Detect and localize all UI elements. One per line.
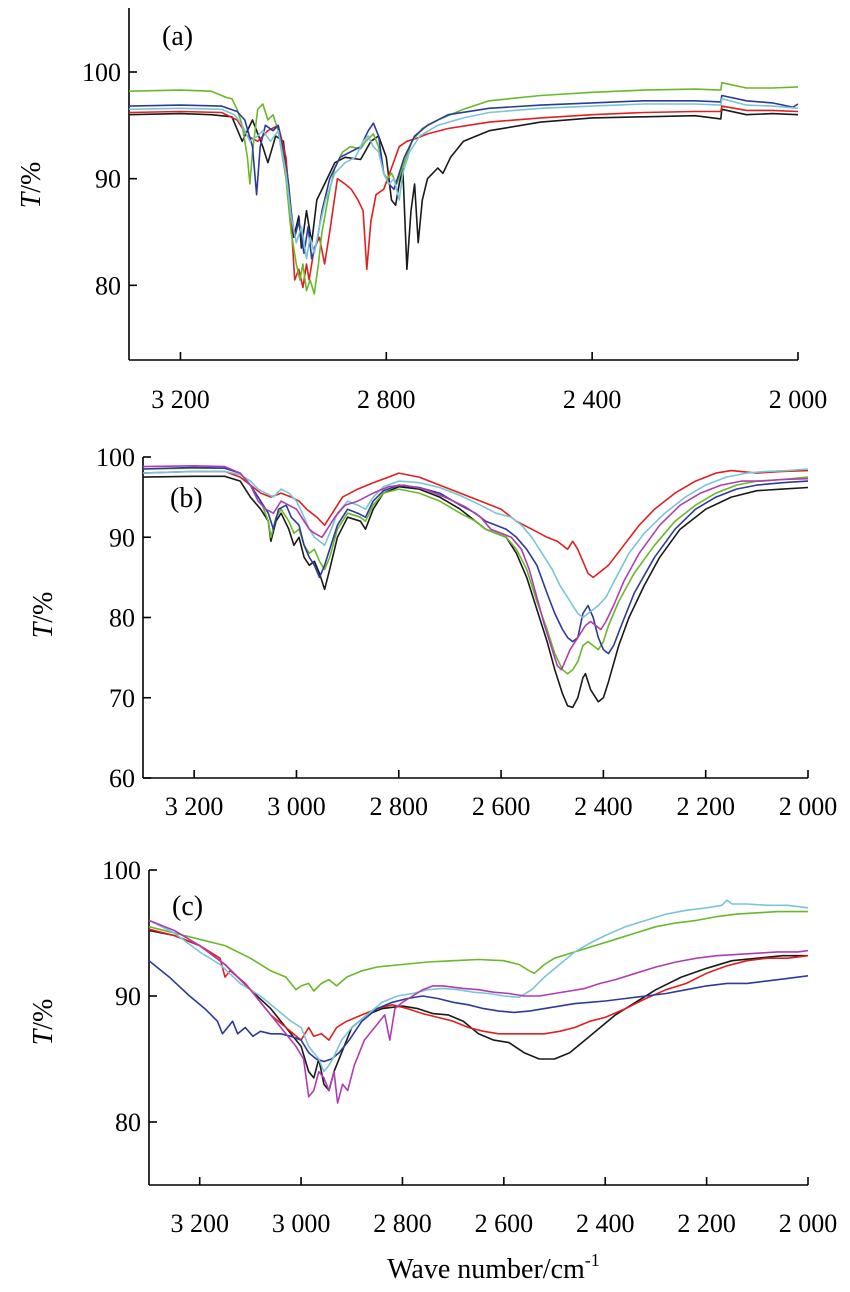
x-tick-label: 3 200 [165,792,224,821]
y-tick-label: 90 [109,523,135,552]
x-tick-label: 2 800 [357,385,416,414]
panel-2: 80 90 100 3 200 3 000 2 800 2 600 2 400 2 200 2 0… [28,856,837,1285]
x-tick-label: 2 400 [574,792,633,821]
series-line-1 [142,469,809,579]
y-tick-label: 100 [102,856,141,885]
series-line-2 [128,81,799,295]
y-axis-title: T/% [28,999,59,1046]
x-tick-label: 3 000 [267,792,326,821]
series-line-4 [128,97,799,260]
series-line-4 [148,899,809,1073]
x-tick-label: 2 600 [475,1209,534,1238]
y-tick-label: 90 [115,982,141,1011]
y-axis-title: T/% [28,592,59,639]
x-tick-label: 3 200 [151,385,210,414]
x-tick-label: 2 000 [769,385,828,414]
x-axis-title: Wave number/cm-1 [387,1250,600,1285]
series-line-5 [148,919,809,1104]
y-tick-label: 80 [115,1108,141,1137]
x-tick-label: 2 800 [370,792,429,821]
panel-0: 80 90 100 3 200 2 800 2 400 2 000 T/% (a) [16,8,827,414]
series-line-3 [142,466,809,655]
series-line-5 [142,465,809,671]
x-tick-label: 2 200 [676,792,735,821]
y-axis-title: T/% [16,162,47,209]
panel-label: (b) [170,483,203,514]
x-tick-label: 2 000 [779,792,838,821]
series-line-1 [128,105,799,289]
series-line-3 [148,960,809,1063]
panel-label: (c) [172,891,203,922]
y-tick-label: 80 [95,271,121,300]
y-tick-label: 100 [96,443,135,472]
series-line-2 [142,467,809,675]
series-line-3 [128,94,799,260]
x-tick-label: 2 800 [373,1209,432,1238]
y-tick-label: 60 [109,764,135,793]
series-line-2 [148,910,808,992]
series-line-0 [148,929,808,1092]
y-tick-label: 70 [109,684,135,713]
x-tick-label: 3 000 [272,1209,331,1238]
panel-1: 60 70 80 90 100 3 200 3 000 2 800 2 600 2 400 2 20… [28,443,837,821]
y-tick-label: 80 [109,604,135,633]
x-tick-label: 2 600 [472,792,531,821]
series-line-4 [142,468,809,619]
x-tick-label: 2 400 [576,1209,635,1238]
series-line-0 [128,108,799,271]
series-line-1 [148,928,809,1041]
x-tick-label: 3 200 [170,1209,229,1238]
series-line-0 [142,475,809,709]
x-tick-label: 2 000 [779,1209,838,1238]
x-tick-label: 2 400 [563,385,622,414]
y-tick-label: 90 [95,165,121,194]
y-tick-label: 100 [82,58,121,87]
panel-label: (a) [162,21,193,52]
x-tick-label: 2 200 [677,1209,736,1238]
